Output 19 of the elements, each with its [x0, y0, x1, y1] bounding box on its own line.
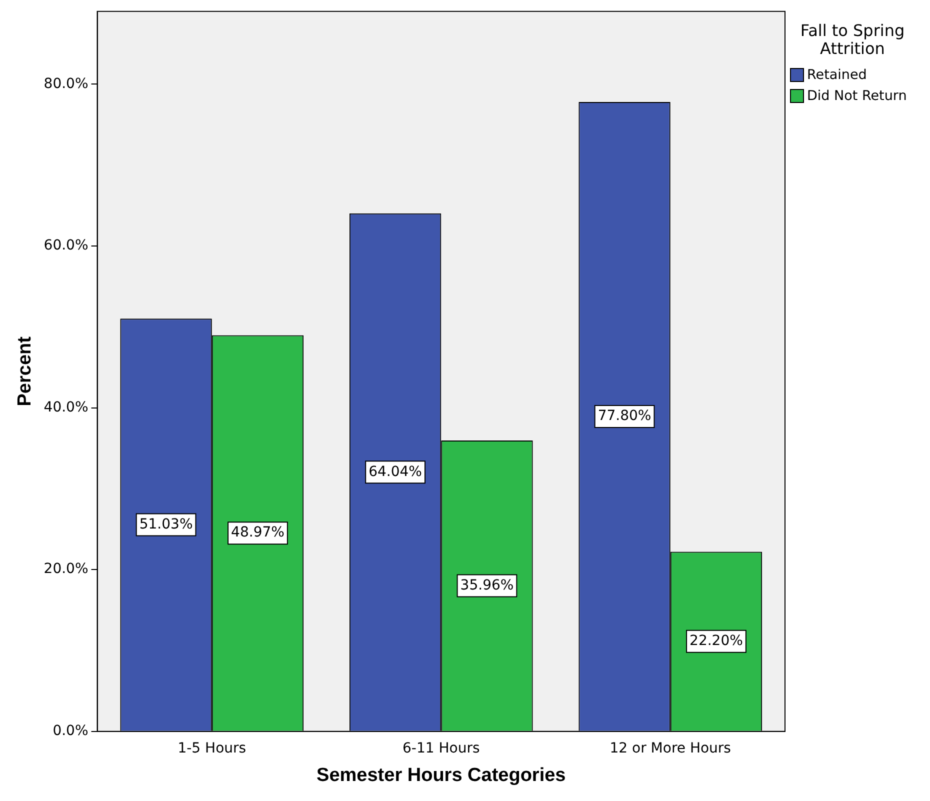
x-tick-label: 12 or More Hours — [610, 740, 731, 756]
y-axis-title: Percent — [14, 336, 36, 406]
data-label: 35.96% — [460, 577, 514, 594]
data-label: 51.03% — [139, 516, 193, 532]
data-label: 77.80% — [598, 408, 652, 424]
data-label: 64.04% — [368, 464, 422, 480]
data-label: 48.97% — [231, 524, 284, 541]
x-tick-label: 6-11 Hours — [402, 740, 480, 756]
legend-label: Did Not Return — [807, 88, 907, 104]
y-tick-label: 40.0% — [44, 399, 88, 416]
legend-title: Fall to Spring Attrition — [799, 21, 906, 58]
data-label: 22.20% — [690, 632, 743, 649]
y-tick-label: 60.0% — [44, 238, 88, 254]
y-tick-label: 20.0% — [44, 561, 88, 578]
y-tick-label: 0.0% — [52, 723, 88, 740]
legend-label: Retained — [807, 66, 867, 82]
x-axis-title: Semester Hours Categories — [316, 764, 566, 786]
x-tick-label: 1-5 Hours — [178, 740, 246, 756]
y-tick-label: 80.0% — [44, 76, 88, 92]
